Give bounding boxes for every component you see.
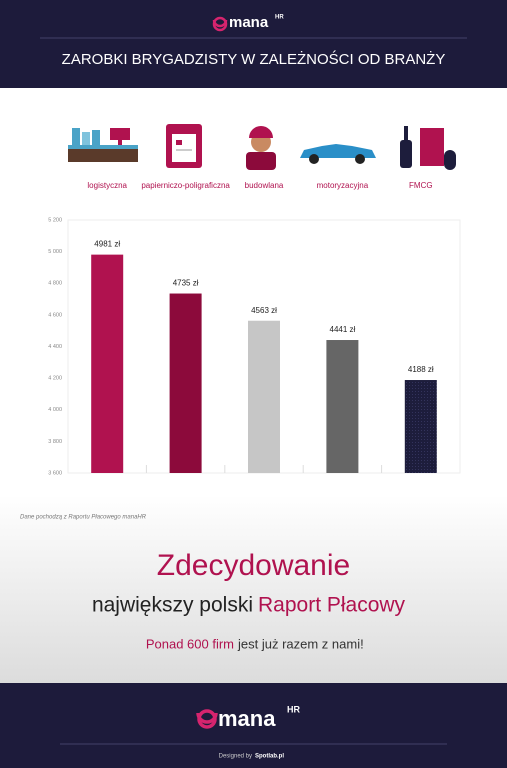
bar — [248, 320, 280, 473]
y-tick-label: 5 000 — [48, 249, 62, 255]
logo-sup: HR — [287, 704, 300, 714]
bar — [326, 340, 359, 473]
category-label: motoryzacyjna — [317, 181, 369, 190]
logo-icon — [212, 16, 228, 32]
category-label: FMCG — [409, 181, 433, 190]
value-label: 4735 zł — [173, 279, 199, 288]
value-label: 4441 zł — [330, 325, 356, 334]
y-tick-label: 4 000 — [48, 407, 62, 413]
title: ZAROBKI BRYGADZISTY W ZALEŻNOŚCI OD BRAN… — [62, 50, 446, 68]
y-tick-label: 3 800 — [48, 439, 62, 445]
icon-builder — [246, 126, 276, 170]
y-tick-label: 3 600 — [48, 470, 62, 476]
logo: mana — [218, 706, 276, 731]
category-label: papierniczo-poligraficzna — [141, 181, 230, 190]
source-note: Dane pochodzą z Raportu Płacowego manaHR — [20, 515, 147, 521]
logo: mana — [229, 14, 269, 31]
value-label: 4563 zł — [251, 306, 277, 315]
credit: Designed by — [219, 754, 252, 760]
y-tick-label: 5 200 — [48, 217, 62, 223]
icon-car — [300, 144, 376, 164]
promo-line: największy polski — [92, 594, 253, 617]
headline: Zdecydowanie — [157, 549, 350, 582]
bar — [91, 254, 124, 473]
promo-bg — [0, 495, 507, 683]
logo-icon — [196, 709, 218, 729]
credit: Spotlab.pl — [255, 754, 284, 760]
promo-line: jest już razem z nami! — [237, 636, 364, 651]
y-tick-label: 4 600 — [48, 312, 62, 318]
category-label: logistyczna — [87, 181, 127, 190]
y-tick-label: 4 200 — [48, 376, 62, 382]
header-bg — [0, 0, 507, 88]
value-label: 4188 zł — [408, 365, 434, 374]
promo-line: Raport Płacowy — [258, 594, 406, 617]
bar — [404, 380, 437, 473]
promo-line: Ponad 600 firm — [146, 636, 234, 651]
icon-logistics — [68, 128, 138, 162]
value-label: 4981 zł — [94, 240, 120, 249]
category-label: budowlana — [245, 181, 284, 190]
bar — [169, 293, 202, 473]
logo-sup: HR — [275, 15, 284, 21]
y-tick-label: 4 800 — [48, 281, 62, 287]
icon-fmcg — [400, 126, 456, 170]
y-tick-label: 4 400 — [48, 344, 62, 350]
icon-paper — [166, 124, 202, 168]
footer-bg — [0, 683, 507, 768]
